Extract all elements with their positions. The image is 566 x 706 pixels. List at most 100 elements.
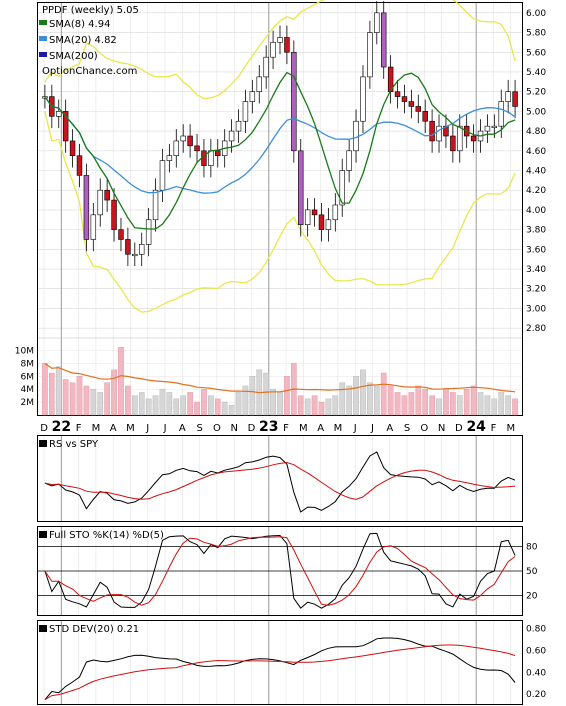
volume-bar — [97, 392, 104, 416]
candle-body — [256, 76, 262, 92]
price-tick-label: 3.00 — [526, 304, 546, 314]
candle-body — [450, 135, 456, 152]
rs-line — [44, 451, 516, 513]
candle-body — [132, 253, 138, 257]
volume-bar — [318, 401, 325, 416]
price-tick-label: 3.60 — [526, 245, 546, 255]
candle-body — [394, 91, 401, 97]
x-tick-label: N — [230, 423, 237, 434]
volume-bar — [228, 405, 235, 416]
x-tick-label: D — [40, 423, 48, 434]
candle-body — [194, 145, 200, 152]
sto-tick-label: 80 — [526, 542, 538, 552]
legend-sma200: SMA(200) — [49, 51, 98, 62]
x-tick-label: A — [386, 423, 393, 434]
volume-bar — [187, 392, 193, 416]
volume-bar — [353, 376, 359, 416]
candle-body — [457, 125, 463, 152]
candle-body — [76, 155, 83, 176]
std-tick-label: 0.60 — [526, 646, 546, 656]
std-panel-title: STD DEV(20) 0.21 — [49, 624, 139, 635]
volume-bar — [242, 385, 249, 416]
std-line — [44, 637, 516, 701]
x-tick-label: F — [491, 423, 497, 434]
volume-bar — [62, 379, 69, 416]
volume-bar — [387, 385, 394, 416]
volume-bar — [118, 347, 124, 416]
volume-bar — [138, 392, 145, 416]
volume-bar — [401, 395, 408, 416]
candle-body — [491, 125, 498, 128]
volume-bar — [221, 401, 228, 416]
candle-body — [235, 120, 242, 132]
volume-bar — [346, 385, 352, 416]
candle-body — [346, 150, 352, 171]
volume-bar — [194, 401, 200, 416]
std-average-line — [44, 644, 516, 701]
candle-body — [208, 150, 214, 166]
volume-bar — [332, 395, 339, 416]
std-swatch — [39, 625, 47, 632]
candle-body — [505, 91, 511, 102]
volume-bar — [49, 372, 55, 416]
volume-bar — [270, 388, 276, 416]
volume-bar — [83, 385, 90, 416]
volume-bar — [470, 385, 477, 416]
volume-bar — [477, 392, 484, 416]
volume-bar — [505, 395, 511, 416]
volume-bar — [484, 395, 491, 416]
x-tick-label: S — [404, 423, 410, 434]
price-tick-label: 6.00 — [526, 9, 546, 19]
volume-average-line — [44, 362, 516, 394]
x-tick-label: M — [506, 423, 515, 434]
price-tick-label: 3.20 — [526, 285, 546, 295]
volume-tick-label: 4M — [21, 385, 35, 395]
candle-body — [339, 170, 345, 206]
candle-body — [332, 204, 339, 221]
x-tick-label: J — [163, 423, 167, 434]
candle-body — [138, 244, 145, 255]
x-tick-label: M — [126, 423, 135, 434]
volume-bar — [131, 395, 138, 416]
x-tick-label: F — [283, 423, 289, 434]
x-tick-label: J — [353, 423, 357, 434]
x-tick-label: D — [248, 423, 256, 434]
volume-bar — [450, 392, 456, 416]
volume-bar — [415, 385, 422, 416]
candle-body — [484, 125, 491, 132]
sto-tick-label: 50 — [526, 567, 538, 577]
volume-bar — [463, 388, 470, 416]
candle-body — [159, 160, 166, 191]
volume-bar — [111, 369, 117, 416]
volume-bar — [339, 382, 346, 416]
sto-d-line — [44, 536, 516, 606]
candle-body — [263, 56, 269, 78]
candle-body — [470, 135, 477, 142]
sto-k-line — [44, 532, 516, 609]
volume-bar — [394, 392, 401, 416]
candle-body — [298, 150, 304, 225]
candle-body — [277, 37, 283, 43]
candle-body — [498, 101, 504, 127]
candle-body — [318, 214, 325, 230]
volume-bar — [152, 395, 159, 416]
volume-bar — [297, 395, 304, 416]
volume-bar — [201, 388, 207, 416]
candle-body — [242, 101, 249, 122]
candle-body — [360, 76, 366, 122]
volume-bar — [55, 366, 62, 416]
candle-body — [152, 189, 159, 221]
volume-bar — [498, 392, 505, 416]
candle-body — [180, 135, 186, 142]
price-tick-label: 5.20 — [526, 88, 546, 98]
rs-swatch — [39, 440, 47, 447]
volume-bar — [159, 388, 166, 416]
candle-body — [291, 51, 297, 152]
candle-body — [270, 42, 276, 58]
price-tick-label: 4.40 — [526, 167, 546, 177]
candle-body — [401, 96, 408, 102]
volume-bar — [145, 398, 152, 416]
candle-body — [187, 135, 193, 147]
candle-body — [374, 12, 380, 33]
upper-band-line — [44, 0, 516, 100]
